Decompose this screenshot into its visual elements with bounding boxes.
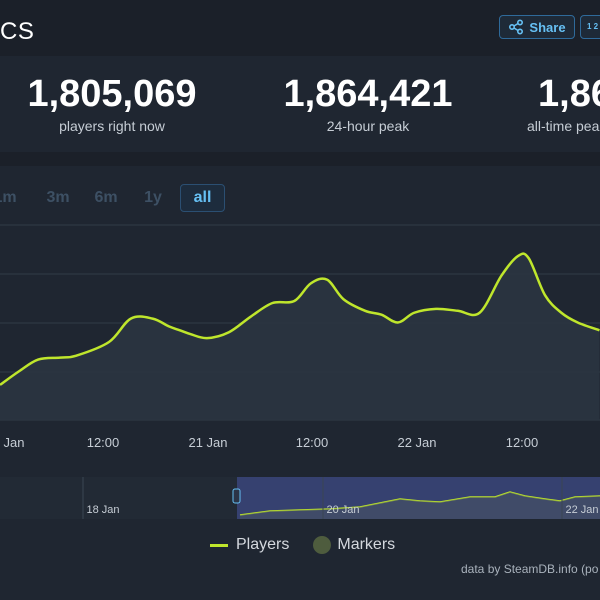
players-legend-swatch — [210, 543, 228, 547]
stat-value: 1,864,421 — [283, 73, 453, 115]
chart-panel — [0, 166, 600, 600]
legend-players-label[interactable]: Players — [236, 536, 290, 553]
stat-value: 1,86 — [538, 73, 600, 115]
embed-button-label: 1 2 — [587, 22, 599, 31]
stats-band: 1,805,069 players right now 1,864,421 24… — [0, 56, 600, 152]
stat-label: players right now — [59, 118, 165, 134]
stat-24h-peak: 1,864,421 24-hour peak — [278, 74, 458, 134]
range-3m[interactable]: 3m — [46, 189, 70, 206]
chart-legend: Players Markers — [210, 536, 395, 554]
stat-label: 24-hour peak — [326, 118, 410, 134]
top-bar: CS Share 1 2 — [0, 0, 600, 56]
range-all[interactable]: all — [180, 184, 225, 212]
range-6m[interactable]: 6m — [94, 189, 118, 206]
range-1y[interactable]: 1y — [144, 189, 162, 206]
stat-current-players: 1,805,069 players right now — [22, 74, 202, 134]
legend-markers-label[interactable]: Markers — [337, 536, 396, 553]
share-button-label: Share — [529, 19, 566, 35]
stat-value: 1,805,069 — [27, 73, 197, 115]
stat-all-time-peak: 1,86 all-time pea — [520, 74, 600, 134]
share-button[interactable]: Share — [499, 15, 575, 39]
share-icon — [509, 19, 524, 35]
markers-legend-swatch — [313, 536, 332, 554]
range-1m[interactable]: 1m — [0, 189, 17, 206]
page-title: CS — [0, 18, 35, 45]
embed-button[interactable]: 1 2 — [580, 15, 600, 39]
data-credit: data by SteamDB.info (po — [461, 562, 599, 576]
stat-label: all-time pea — [527, 118, 600, 134]
